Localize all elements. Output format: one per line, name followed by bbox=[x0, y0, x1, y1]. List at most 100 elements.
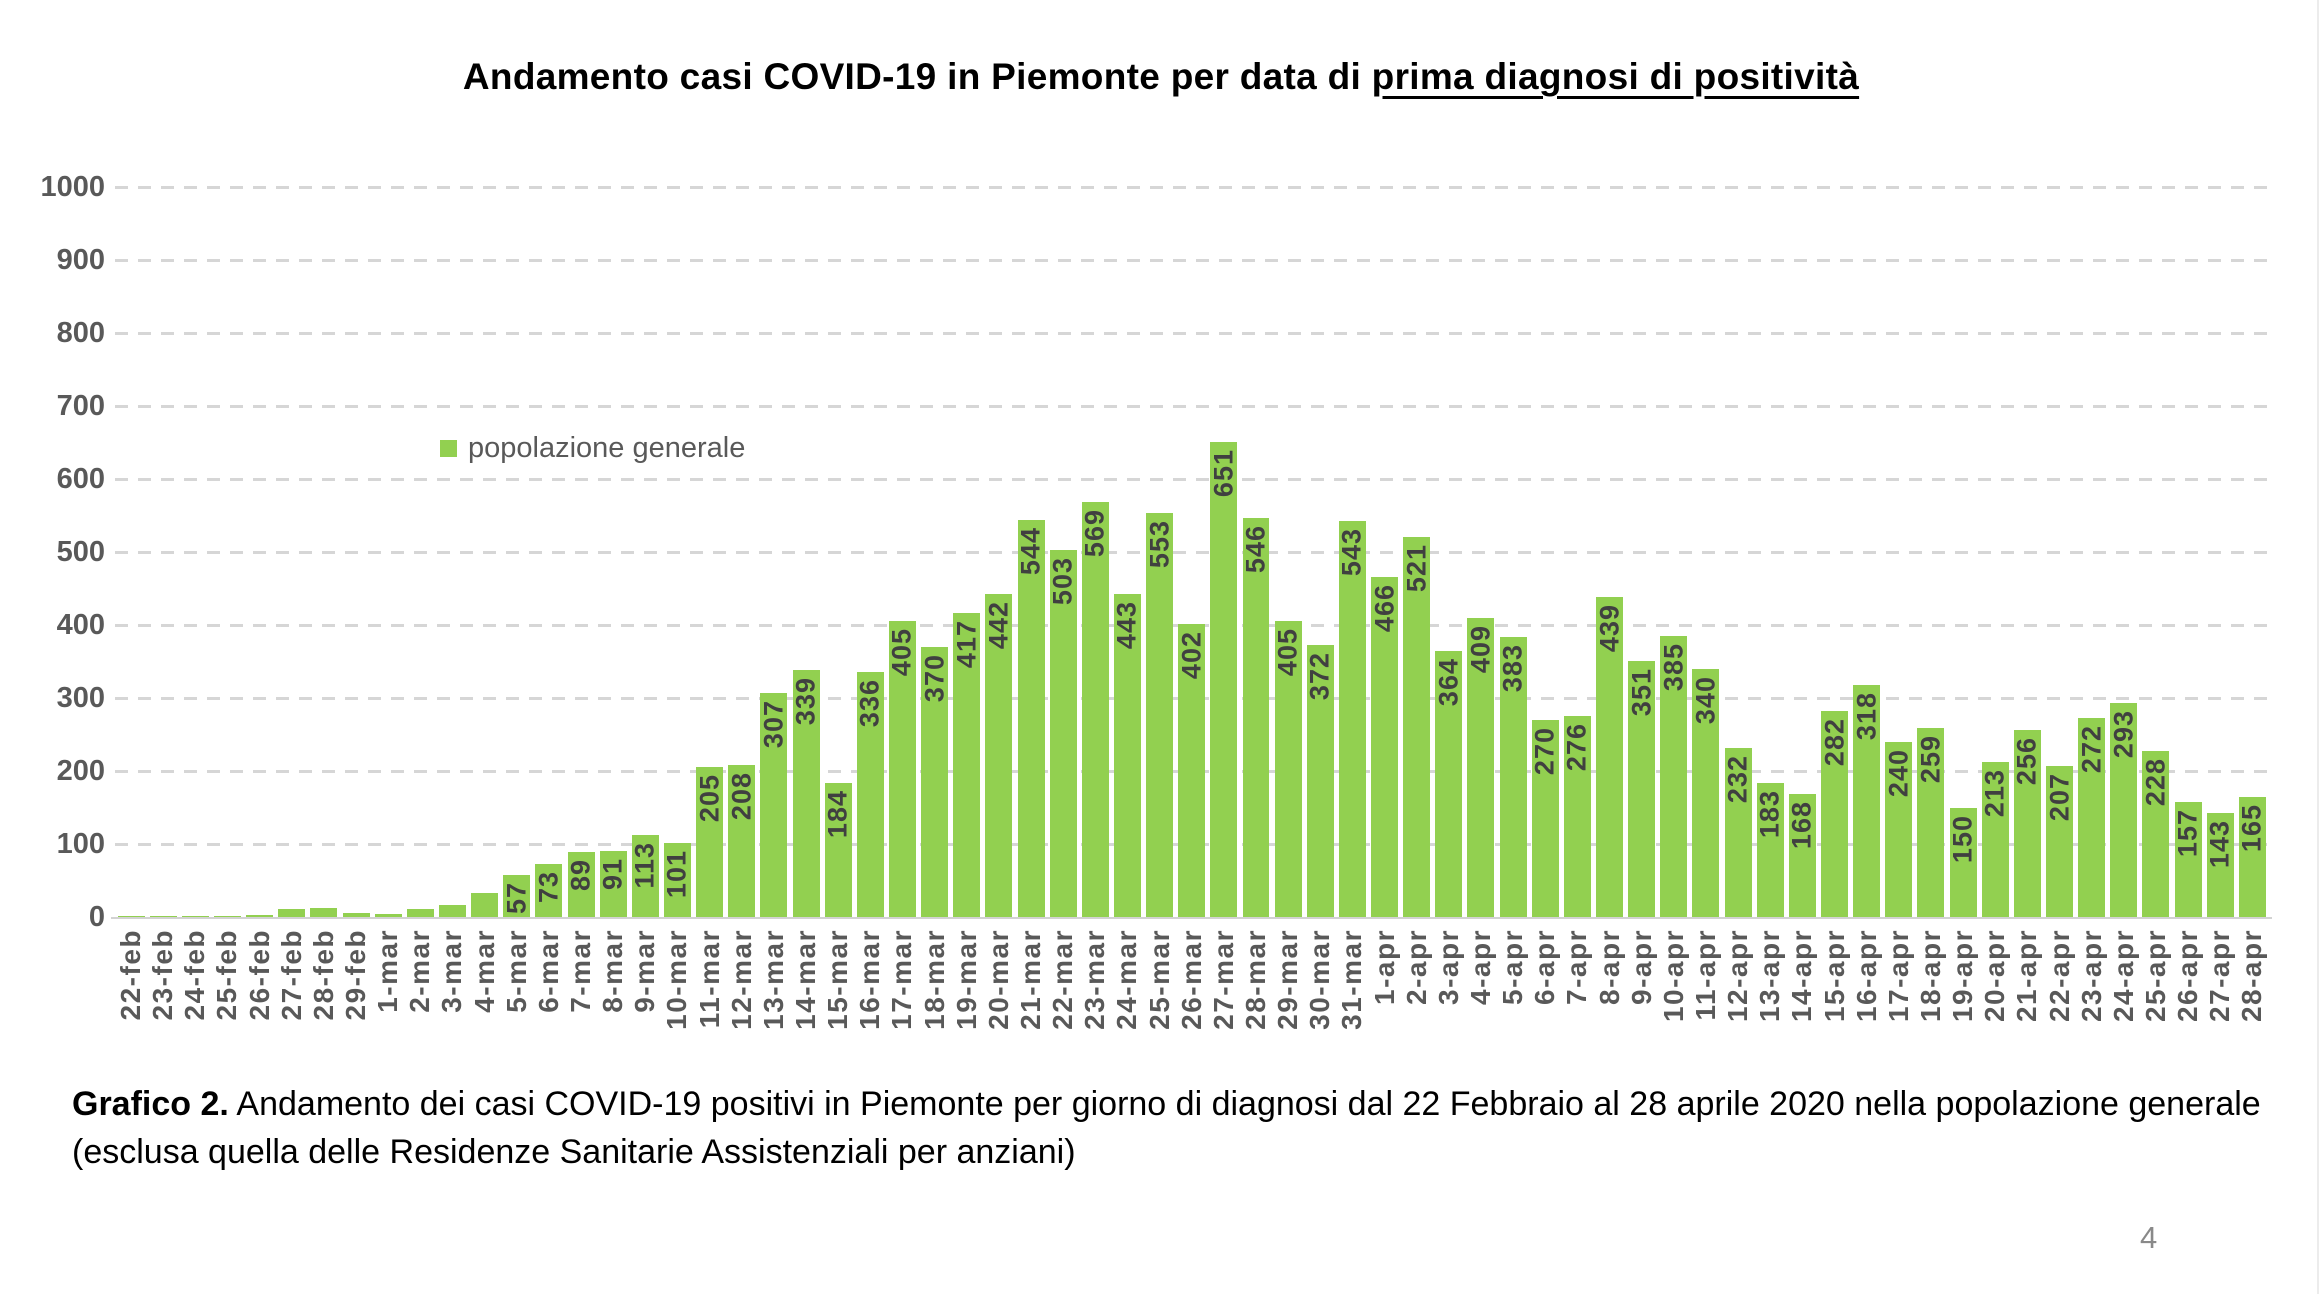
bar-value-label: 385 bbox=[1658, 642, 1689, 692]
bar: 213 bbox=[1980, 761, 2010, 917]
bar-value-label: 89 bbox=[565, 859, 596, 892]
bar-slot: 521 bbox=[1401, 536, 1433, 917]
x-tick-label: 14-mar bbox=[790, 929, 822, 1030]
bar-slot: 208 bbox=[726, 765, 758, 917]
bar-slot: 417 bbox=[951, 612, 983, 917]
figure-caption-label: Grafico 2. bbox=[72, 1085, 229, 1123]
bar-slot: 318 bbox=[1851, 684, 1883, 917]
bar: 417 bbox=[951, 612, 981, 917]
bar: 113 bbox=[630, 834, 660, 917]
x-tick-label: 18-apr bbox=[1914, 929, 1946, 1023]
bar-value-label: 184 bbox=[822, 789, 853, 838]
x-tick-label: 12-apr bbox=[1722, 929, 1754, 1023]
bar-slot: 307 bbox=[758, 692, 790, 917]
bar-slot bbox=[404, 908, 436, 917]
x-tick-slot: 23-feb bbox=[147, 929, 179, 1020]
bar-value-label: 546 bbox=[1240, 525, 1271, 574]
bar: 339 bbox=[791, 669, 821, 917]
bar bbox=[374, 914, 402, 917]
bar-slot bbox=[436, 904, 468, 917]
x-tick-label: 14-apr bbox=[1786, 929, 1818, 1023]
x-tick-slot: 27-mar bbox=[1208, 929, 1240, 1030]
bar bbox=[117, 916, 145, 917]
bar-value-label: 553 bbox=[1144, 520, 1175, 569]
bar: 546 bbox=[1240, 518, 1271, 917]
x-tick-slot: 3-mar bbox=[436, 929, 468, 1013]
x-tick-label: 11-mar bbox=[693, 929, 725, 1029]
x-tick-slot: 23-mar bbox=[1079, 929, 1111, 1030]
figure-caption: Grafico 2. Andamento dei casi COVID-19 p… bbox=[72, 1080, 2262, 1177]
bar-value-label: 543 bbox=[1336, 527, 1367, 576]
bar-slot bbox=[308, 907, 340, 917]
x-tick-slot: 10-mar bbox=[661, 929, 693, 1030]
legend-swatch-icon bbox=[440, 440, 457, 457]
bar-value-label: 183 bbox=[1754, 790, 1785, 839]
bar-slot: 143 bbox=[2204, 812, 2236, 917]
bar: 157 bbox=[2173, 802, 2203, 917]
bar-value-label: 207 bbox=[2044, 772, 2074, 821]
bar-value-label: 270 bbox=[1529, 726, 1560, 775]
x-tick-slot: 27-apr bbox=[2204, 929, 2236, 1022]
bar-value-label: 402 bbox=[1176, 630, 1207, 679]
bar: 293 bbox=[2108, 703, 2138, 917]
x-tick-slot: 4-apr bbox=[1465, 929, 1497, 1005]
bar-slot: 439 bbox=[1593, 596, 1625, 917]
x-tick-label: 5-apr bbox=[1497, 929, 1529, 1005]
x-tick-label: 16-apr bbox=[1850, 929, 1882, 1023]
bar bbox=[342, 913, 370, 917]
bar: 351 bbox=[1626, 660, 1656, 917]
bar-slot: 546 bbox=[1240, 518, 1272, 917]
bar bbox=[246, 914, 274, 917]
bar: 165 bbox=[2237, 796, 2267, 917]
bar: 240 bbox=[1883, 741, 1913, 917]
x-tick-slot: 5-apr bbox=[1497, 929, 1529, 1005]
bar-slot: 91 bbox=[597, 850, 629, 917]
x-tick-slot: 2-apr bbox=[1401, 929, 1433, 1005]
x-tick-label: 4-mar bbox=[468, 929, 500, 1013]
x-tick-slot: 10-apr bbox=[1658, 929, 1690, 1022]
gridline bbox=[115, 478, 2268, 481]
x-tick-label: 3-apr bbox=[1432, 929, 1464, 1005]
x-tick-slot: 9-mar bbox=[629, 929, 661, 1013]
x-tick-slot: 16-apr bbox=[1851, 929, 1883, 1022]
x-tick-label: 8-apr bbox=[1593, 929, 1625, 1005]
bar: 272 bbox=[2076, 718, 2107, 917]
x-tick-slot: 31-mar bbox=[1336, 929, 1368, 1030]
bar: 232 bbox=[1723, 747, 1753, 917]
x-tick-label: 20-apr bbox=[1979, 929, 2011, 1023]
bar: 521 bbox=[1401, 536, 1431, 917]
x-tick-slot: 12-mar bbox=[726, 929, 758, 1030]
x-tick-slot: 13-mar bbox=[758, 929, 790, 1030]
x-tick-slot: 11-mar bbox=[694, 929, 726, 1028]
bar-slot: 543 bbox=[1336, 520, 1368, 917]
bar-slot: 569 bbox=[1079, 501, 1111, 917]
bar-slot: 101 bbox=[661, 843, 693, 917]
bar: 307 bbox=[758, 692, 788, 917]
figure-caption-text: Andamento dei casi COVID-19 positivi in … bbox=[72, 1085, 2261, 1172]
x-tick-slot: 1-mar bbox=[372, 929, 404, 1013]
x-tick-slot: 20-apr bbox=[1979, 929, 2011, 1022]
x-tick-label: 24-mar bbox=[1111, 929, 1143, 1030]
x-tick-label: 13-mar bbox=[757, 929, 789, 1030]
bar-slot: 259 bbox=[1915, 727, 1947, 917]
bar-value-label: 91 bbox=[597, 857, 628, 890]
bar: 553 bbox=[1144, 513, 1175, 917]
bar bbox=[278, 908, 306, 917]
bar-slot: 256 bbox=[2011, 730, 2043, 917]
bar-slot bbox=[276, 908, 308, 917]
bar: 651 bbox=[1208, 441, 1238, 917]
x-tick-slot: 26-mar bbox=[1176, 929, 1208, 1030]
chart-title: Andamento casi COVID-19 in Piemonte per … bbox=[0, 56, 2322, 98]
bar: 439 bbox=[1594, 596, 1624, 917]
bar: 409 bbox=[1465, 618, 1495, 917]
x-tick-label: 21-mar bbox=[1015, 929, 1046, 1030]
x-tick-slot: 24-mar bbox=[1111, 929, 1143, 1030]
bar-value-label: 272 bbox=[2076, 725, 2107, 774]
bar bbox=[181, 915, 209, 917]
bar-slot bbox=[244, 914, 276, 917]
x-tick-slot: 15-mar bbox=[822, 929, 854, 1030]
x-tick-label: 29-mar bbox=[1272, 929, 1304, 1030]
bar-slot: 385 bbox=[1658, 635, 1690, 917]
bar: 364 bbox=[1433, 651, 1463, 917]
bar bbox=[406, 908, 434, 917]
